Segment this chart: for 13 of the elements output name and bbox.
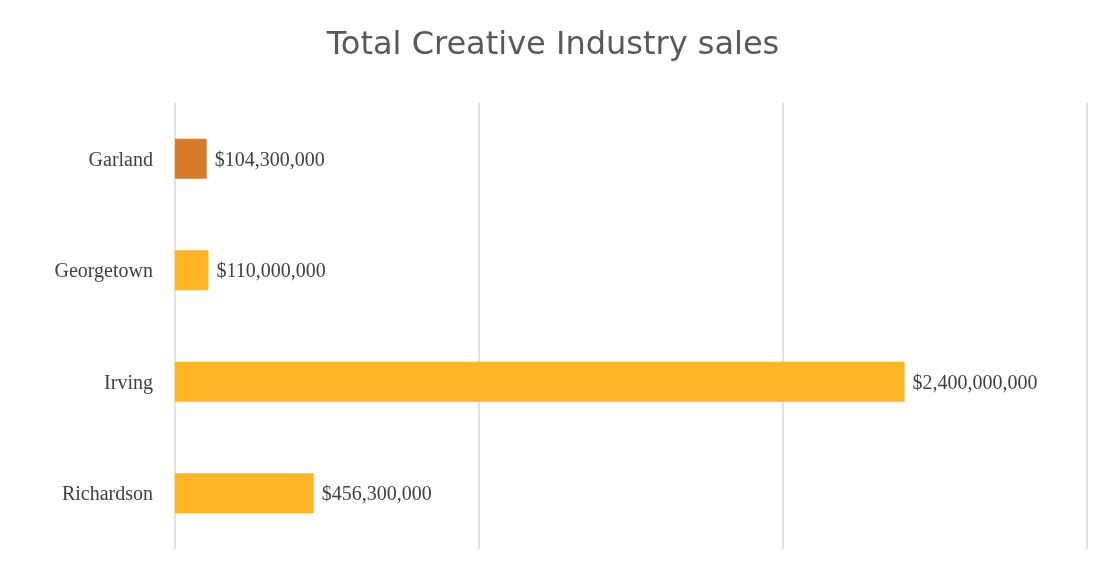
y-tick-label: Richardson <box>61 482 153 505</box>
chart-title: Total Creative Industry sales <box>325 24 780 62</box>
y-tick-label: Georgetown <box>54 259 153 283</box>
y-tick-label: Irving <box>104 370 153 394</box>
bar <box>175 361 905 402</box>
bar <box>175 473 314 514</box>
bar <box>175 138 207 179</box>
data-label: $2,400,000,000 <box>912 370 1038 393</box>
bar <box>175 250 209 291</box>
data-label: $110,000,000 <box>216 259 326 282</box>
y-tick-label: Garland <box>88 147 153 170</box>
data-label: $456,300,000 <box>321 482 432 505</box>
data-label: $104,300,000 <box>214 147 325 170</box>
